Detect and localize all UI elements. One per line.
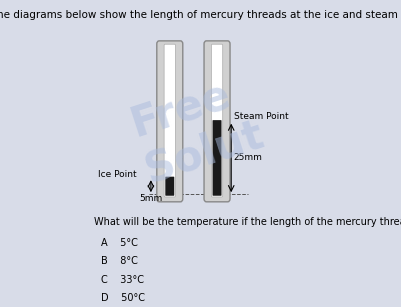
Text: A    5°C: A 5°C bbox=[101, 238, 138, 248]
Text: Free
Solut: Free Solut bbox=[125, 67, 269, 191]
Text: A10  The diagrams below show the length of mercury threads at the ice and steam : A10 The diagrams below show the length o… bbox=[0, 10, 401, 21]
Text: 25mm: 25mm bbox=[233, 154, 262, 162]
Text: 5mm: 5mm bbox=[139, 194, 162, 203]
FancyBboxPatch shape bbox=[157, 41, 183, 202]
Text: Steam Point: Steam Point bbox=[233, 112, 288, 121]
FancyBboxPatch shape bbox=[211, 44, 223, 197]
FancyBboxPatch shape bbox=[165, 177, 174, 196]
FancyBboxPatch shape bbox=[204, 41, 230, 202]
Text: What will be the temperature if the length of the mercury thread is 25mm?: What will be the temperature if the leng… bbox=[94, 217, 401, 227]
FancyBboxPatch shape bbox=[213, 120, 221, 196]
Text: Ice Point: Ice Point bbox=[98, 169, 137, 179]
Text: B    8°C: B 8°C bbox=[101, 256, 138, 266]
FancyBboxPatch shape bbox=[164, 44, 176, 197]
Text: D    50°C: D 50°C bbox=[101, 293, 145, 303]
Text: C    33°C: C 33°C bbox=[101, 275, 144, 285]
